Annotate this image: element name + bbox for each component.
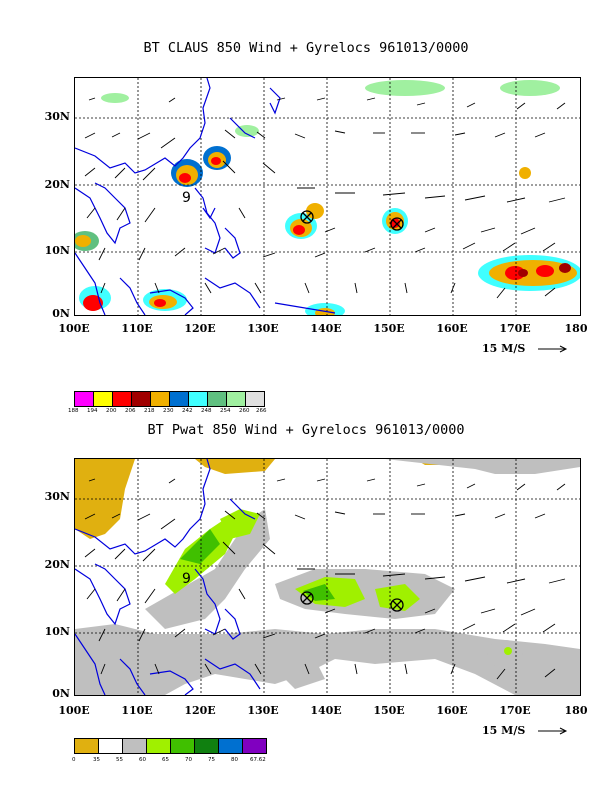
panel1-gridlines bbox=[75, 78, 580, 315]
panel1-colorbar-label: 206 bbox=[125, 408, 136, 414]
panel2-coastlines bbox=[75, 459, 261, 695]
panel1-ytick: 10N bbox=[44, 244, 70, 257]
panel1-xtick: 120E bbox=[184, 322, 216, 335]
panel1-colorbar-label: 248 bbox=[201, 408, 212, 414]
panel1-xtick: 140E bbox=[310, 322, 342, 335]
panel1-title: BT CLAUS 850 Wind + Gyrelocs 961013/0000 bbox=[143, 40, 469, 56]
panel1-storm-marker: 9 bbox=[182, 190, 191, 206]
panel2-title: BT Pwat 850 Wind + Gyrelocs 961013/0000 bbox=[147, 422, 465, 438]
panel1-xtick: 110E bbox=[121, 322, 153, 335]
panel2-colorbar-label: 0 bbox=[72, 757, 76, 763]
panel2-colorbar-label: 65 bbox=[162, 757, 169, 763]
panel2-xtick: 110E bbox=[121, 704, 153, 717]
panel1-colorbar-label: 242 bbox=[182, 408, 193, 414]
panel1-colorbar-label: 218 bbox=[144, 408, 155, 414]
panel2-storm-marker: 9 bbox=[182, 571, 191, 587]
panel1-map: 9 bbox=[74, 77, 581, 316]
panel1-colorbar-label: 188 bbox=[68, 408, 79, 414]
panel1-colorbar-label: 194 bbox=[87, 408, 98, 414]
panel2-xtick: 120E bbox=[184, 704, 216, 717]
panel2-colorbar-label: 70 bbox=[185, 757, 192, 763]
panel1-ytick: 20N bbox=[44, 178, 70, 191]
panel1-wind-vectors bbox=[84, 97, 566, 299]
panel2-xtick: 160E bbox=[436, 704, 468, 717]
panel1-colorbar bbox=[74, 391, 265, 407]
panel2-xtick: 140E bbox=[310, 704, 342, 717]
panel2-gyre-markers bbox=[300, 591, 404, 612]
panel2-map: 9 bbox=[74, 458, 581, 696]
panel2-colorbar-label: 35 bbox=[93, 757, 100, 763]
panel2-ytick: 20N bbox=[44, 558, 70, 571]
panel2-scale-label: 15 M/S bbox=[482, 724, 526, 737]
panel2-colorbar-label: 75 bbox=[208, 757, 215, 763]
panel1-colorbar-label: 200 bbox=[106, 408, 117, 414]
panel1-scale-label: 15 M/S bbox=[482, 342, 526, 355]
panel1-xtick: 160E bbox=[436, 322, 468, 335]
panel2-wind-vectors bbox=[84, 478, 566, 680]
panel1-map-svg: 9 bbox=[75, 78, 580, 315]
panel1-colorbar-label: 266 bbox=[256, 408, 267, 414]
panel1-xtick: 150E bbox=[373, 322, 405, 335]
panel1-xtick: 100E bbox=[58, 322, 90, 335]
panel2-xtick: 150E bbox=[373, 704, 405, 717]
panel1-coastlines bbox=[75, 78, 336, 315]
panel1-colorbar-label: 254 bbox=[220, 408, 231, 414]
panel2-colorbar-label: 80 bbox=[231, 757, 238, 763]
panel2-xtick: 180 bbox=[564, 704, 588, 717]
panel2-ytick: 0N bbox=[52, 687, 70, 700]
panel1-xtick: 130E bbox=[247, 322, 279, 335]
panel1-colorbar-label: 230 bbox=[163, 408, 174, 414]
panel2-colorbar-label: 55 bbox=[116, 757, 123, 763]
panel2-colorbar-label: 60 bbox=[139, 757, 146, 763]
panel2-xtick: 100E bbox=[58, 704, 90, 717]
panel1-gyre-markers bbox=[300, 210, 404, 231]
panel2-ytick: 30N bbox=[44, 490, 70, 503]
panel2-colorbar bbox=[74, 738, 267, 754]
panel1-colorbar-label: 260 bbox=[239, 408, 250, 414]
panel2-ytick: 10N bbox=[44, 625, 70, 638]
panel1-ytick: 30N bbox=[44, 110, 70, 123]
panel2-xtick: 170E bbox=[499, 704, 531, 717]
panel2-pwat-features bbox=[75, 459, 580, 695]
panel2-xtick: 130E bbox=[247, 704, 279, 717]
panel2-colorbar-label: 67.62 bbox=[250, 757, 266, 763]
panel1-cloud-features bbox=[75, 80, 580, 315]
panel2-map-svg: 9 bbox=[75, 459, 580, 695]
panel1-xtick: 170E bbox=[499, 322, 531, 335]
panel1-xtick: 180 bbox=[564, 322, 588, 335]
panel1-ytick: 0N bbox=[52, 307, 70, 320]
